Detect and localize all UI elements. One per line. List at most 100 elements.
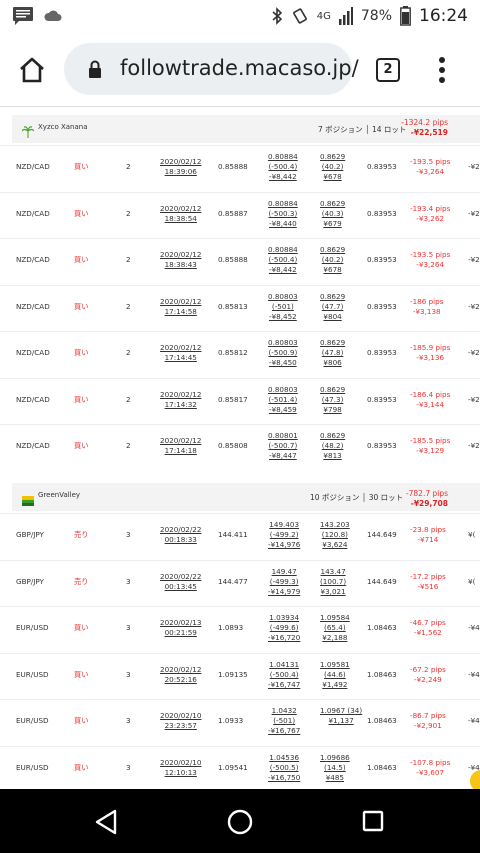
take-profit[interactable]: 0.8629 (40.2) ¥678 — [320, 245, 345, 275]
stop-loss-price[interactable]: 149.47 — [271, 566, 297, 576]
take-profit[interactable]: 0.8629 (48.2) ¥813 — [320, 431, 345, 461]
stop-loss-pips[interactable]: (-501) — [273, 716, 296, 725]
open-date[interactable]: 2020/02/12 — [160, 203, 202, 213]
stop-loss-pips[interactable]: (-500.4) — [268, 255, 298, 264]
stop-loss-pips[interactable]: (-501) — [271, 301, 294, 311]
stop-loss[interactable]: 149.47 (-499.3) -¥14,979 — [268, 567, 300, 597]
nav-home-icon[interactable] — [227, 809, 253, 835]
home-icon[interactable] — [18, 56, 46, 84]
take-profit-yen[interactable]: ¥678 — [323, 172, 342, 181]
stop-loss-yen[interactable]: -¥8,459 — [268, 404, 297, 414]
open-time[interactable]: 17:14:45 — [164, 353, 197, 362]
stop-loss-price[interactable]: 1.04536 — [269, 752, 300, 762]
stop-loss-price[interactable]: 0.80884 — [268, 152, 298, 161]
take-profit-pips[interactable]: (100.7) — [320, 576, 347, 586]
stop-loss-price[interactable]: 0.80884 — [268, 198, 298, 208]
take-profit-pips[interactable]: (40.2) — [321, 162, 344, 171]
take-profit-pips[interactable]: (65.4) — [324, 623, 346, 632]
open-date[interactable]: 2020/02/12 — [160, 296, 202, 306]
take-profit-yen[interactable]: ¥3,021 — [320, 586, 346, 596]
take-profit-pips[interactable]: (47.8) — [321, 348, 344, 357]
take-profit-pips[interactable]: (40.3) — [321, 208, 344, 218]
take-profit-price[interactable]: 0.8629 — [320, 431, 346, 440]
open-date[interactable]: 2020/02/12 — [160, 389, 202, 399]
take-profit-price[interactable]: 1.09581 — [320, 659, 350, 669]
take-profit-yen[interactable]: ¥2,188 — [322, 633, 348, 642]
take-profit-price[interactable]: 0.8629 — [320, 384, 346, 394]
open-time[interactable]: 20:52:16 — [164, 674, 197, 684]
stop-loss-yen[interactable]: -¥8,442 — [268, 172, 297, 181]
take-profit-price[interactable]: 0.8629 — [320, 198, 346, 208]
back-icon[interactable] — [94, 809, 118, 835]
stop-loss-yen[interactable]: -¥8,452 — [268, 311, 297, 321]
open-datetime[interactable]: 2020/02/12 18:39:06 — [160, 157, 201, 177]
open-date[interactable]: 2020/02/10 — [160, 757, 202, 767]
stop-loss[interactable]: 1.04131 (-500.4) -¥16,747 — [268, 660, 300, 690]
take-profit-pips[interactable]: (47.3) — [321, 394, 344, 404]
take-profit[interactable]: 1.09581 (44.6) ¥1,492 — [320, 660, 350, 690]
take-profit-yen[interactable]: ¥1,492 — [322, 679, 348, 689]
stop-loss-pips[interactable]: (-499.6) — [269, 623, 299, 632]
take-profit[interactable]: 1.0967 (34) ¥1,137 — [320, 706, 362, 726]
stop-loss-price[interactable]: 0.80803 — [268, 338, 298, 347]
stop-loss-pips[interactable]: (-500.7) — [268, 441, 298, 450]
open-datetime[interactable]: 2020/02/12 17:14:45 — [160, 343, 201, 363]
take-profit[interactable]: 0.8629 (47.8) ¥806 — [320, 338, 345, 368]
open-date[interactable]: 2020/02/12 — [160, 664, 202, 674]
take-profit-yen[interactable]: ¥804 — [323, 311, 342, 321]
take-profit[interactable]: 143.203 (120.8) ¥3,624 — [320, 520, 350, 550]
take-profit-pips[interactable]: (44.6) — [324, 669, 346, 679]
take-profit-price[interactable]: 1.09686 — [320, 752, 350, 762]
take-profit[interactable]: 1.09584 (65.4) ¥2,188 — [320, 613, 350, 643]
take-profit[interactable]: 0.8629 (40.3) ¥679 — [320, 199, 345, 229]
take-profit-pips[interactable]: (120.8) — [321, 530, 348, 539]
group-name[interactable]: Xyzco Xanana — [38, 123, 88, 131]
stop-loss-price[interactable]: 0.80803 — [268, 384, 298, 394]
open-datetime[interactable]: 2020/02/12 17:14:18 — [160, 436, 201, 456]
open-datetime[interactable]: 2020/02/22 00:13:45 — [160, 572, 201, 592]
menu-icon[interactable] — [438, 56, 446, 84]
open-datetime[interactable]: 2020/02/12 17:14:32 — [160, 390, 201, 410]
stop-loss[interactable]: 0.80803 (-501) -¥8,452 — [268, 292, 298, 322]
take-profit[interactable]: 1.09686 (14.5) ¥485 — [320, 753, 350, 783]
take-profit-pips[interactable]: (14.5) — [324, 762, 346, 772]
stop-loss[interactable]: 0.80801 (-500.7) -¥8,447 — [268, 431, 298, 461]
open-time[interactable]: 00:18:33 — [164, 535, 197, 544]
take-profit-price[interactable]: 143.203 — [320, 520, 350, 529]
stop-loss-price[interactable]: 1.03934 — [269, 613, 300, 622]
open-date[interactable]: 2020/02/10 — [160, 711, 202, 720]
stop-loss-yen[interactable]: -¥8,450 — [268, 358, 297, 367]
group-name[interactable]: GreenValley — [38, 491, 81, 499]
tab-switcher-button[interactable]: 2 — [376, 58, 400, 82]
open-time[interactable]: 17:14:18 — [164, 446, 197, 455]
open-datetime[interactable]: 2020/02/22 00:18:33 — [160, 525, 201, 545]
open-time[interactable]: 00:13:45 — [164, 581, 197, 591]
open-time[interactable]: 18:38:54 — [164, 213, 197, 223]
stop-loss-price[interactable]: 0.80884 — [268, 245, 298, 254]
take-profit-yen[interactable]: ¥678 — [323, 265, 342, 274]
stop-loss-price[interactable]: 149.403 — [269, 520, 300, 529]
stop-loss[interactable]: 0.80884 (-500.4) -¥8,442 — [268, 245, 298, 275]
open-date[interactable]: 2020/02/12 — [160, 343, 202, 352]
open-time[interactable]: 17:14:32 — [164, 399, 197, 409]
take-profit-price[interactable]: 143.47 — [320, 566, 346, 576]
stop-loss-yen[interactable]: -¥8,442 — [268, 265, 297, 274]
take-profit-yen[interactable]: ¥813 — [323, 451, 342, 460]
stop-loss-price[interactable]: 0.80801 — [268, 431, 298, 440]
open-time[interactable]: 23:23:57 — [164, 721, 197, 730]
stop-loss-yen[interactable]: -¥14,979 — [268, 586, 301, 596]
take-profit-price[interactable]: 1.09584 — [320, 613, 350, 622]
take-profit-pips[interactable]: ¥1,137 — [328, 716, 354, 725]
take-profit-pips[interactable]: (47.7) — [321, 301, 344, 311]
stop-loss-yen[interactable]: -¥8,447 — [268, 451, 297, 460]
stop-loss-yen[interactable]: -¥16,750 — [268, 772, 301, 782]
open-date[interactable]: 2020/02/12 — [160, 436, 202, 445]
take-profit-pips[interactable]: (40.2) — [321, 255, 344, 264]
open-date[interactable]: 2020/02/22 — [160, 525, 202, 534]
address-bar[interactable]: followtrade.macaso.jp/ — [64, 43, 359, 95]
stop-loss-yen[interactable]: -¥16,767 — [268, 726, 301, 735]
open-time[interactable]: 12:10:13 — [164, 767, 197, 777]
stop-loss-pips[interactable]: (-500.4) — [269, 669, 299, 679]
url-text[interactable]: followtrade.macaso.jp/ — [120, 56, 359, 80]
open-date[interactable]: 2020/02/12 — [160, 250, 202, 259]
